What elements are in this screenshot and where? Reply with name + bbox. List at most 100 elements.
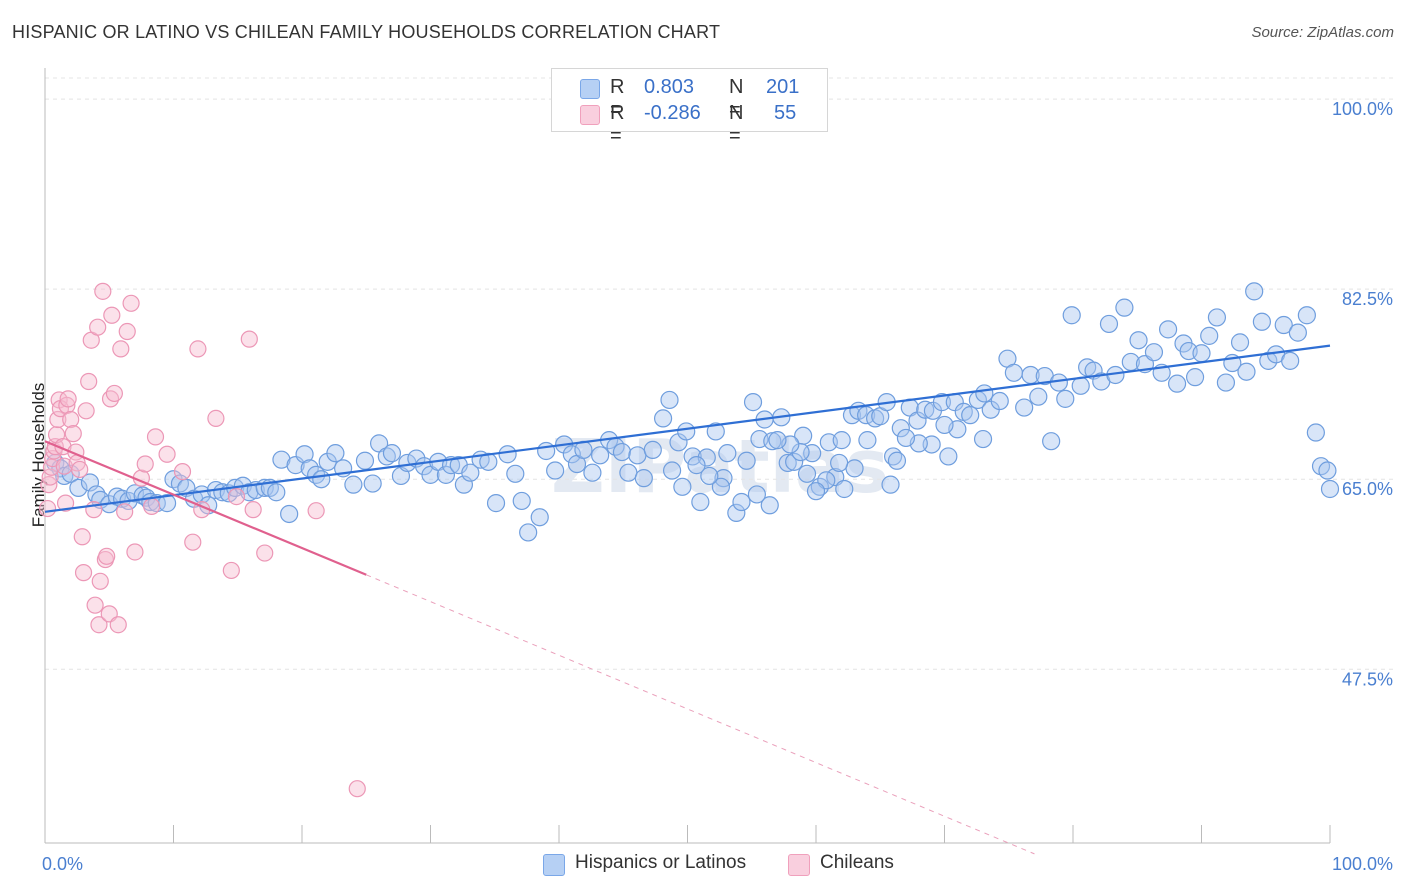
legend-swatch-blue — [580, 79, 600, 99]
legend-n-value: 55 — [774, 102, 797, 124]
data-point-chilean — [98, 547, 116, 565]
data-point-hispanic — [1004, 363, 1023, 382]
data-point-chilean — [58, 396, 76, 414]
data-point-hispanic — [743, 393, 763, 412]
data-point-hispanic — [760, 496, 779, 515]
data-point-chilean — [71, 460, 89, 479]
legend-r-value: -0.286 — [644, 102, 701, 124]
data-point-chilean — [112, 340, 130, 358]
data-point-hispanic — [727, 503, 746, 522]
data-point-hispanic — [1129, 331, 1148, 350]
trendline-hispanic — [44, 344, 1331, 513]
chart-title: HISPANIC OR LATINO VS CHILEAN FAMILY HOU… — [12, 22, 721, 42]
data-point-hispanic — [935, 415, 954, 435]
data-point-hispanic — [687, 456, 706, 475]
data-point-hispanic — [732, 492, 751, 512]
data-point-hispanic — [530, 508, 549, 527]
data-point-chilean — [94, 282, 112, 300]
legend-r-label: R = — [610, 102, 625, 147]
data-point-hispanic — [768, 431, 787, 450]
data-point-chilean — [184, 533, 202, 551]
data-point-chilean — [38, 499, 57, 518]
data-point-hispanic — [932, 393, 952, 412]
data-point-chilean — [56, 494, 75, 512]
legend-n-label: N = — [729, 102, 744, 147]
data-point-hispanic — [973, 429, 993, 449]
data-point-hispanic — [591, 446, 610, 465]
data-point-hispanic — [845, 459, 864, 478]
data-point-hispanic — [1252, 312, 1271, 331]
data-point-hispanic — [660, 390, 679, 410]
data-point-hispanic — [519, 523, 538, 542]
data-point-hispanic — [498, 445, 517, 464]
data-point-hispanic — [835, 479, 854, 499]
data-point-hispanic — [461, 463, 480, 482]
data-point-hispanic — [891, 419, 910, 438]
legend-label: Hispanics or Latinos — [575, 852, 747, 873]
data-point-hispanic — [537, 441, 556, 461]
data-point-hispanic — [612, 442, 632, 462]
data-point-hispanic — [628, 446, 647, 465]
data-point-chilean — [307, 502, 325, 520]
legend-swatch-pink — [580, 105, 600, 125]
data-point-hispanic — [832, 431, 851, 450]
data-point-chilean — [244, 501, 262, 519]
data-point-hispanic — [272, 450, 291, 469]
data-point-chilean — [118, 322, 136, 341]
data-point-hispanic — [922, 435, 941, 454]
data-point-hispanic — [881, 475, 900, 494]
data-point-hispanic — [1245, 282, 1264, 301]
data-point-hispanic — [1071, 376, 1090, 395]
data-point-hispanic — [1207, 308, 1227, 327]
data-point-chilean — [105, 384, 123, 403]
data-point-hispanic — [1230, 333, 1250, 352]
data-point-hispanic — [1274, 315, 1293, 335]
legend-swatch-pink — [788, 854, 810, 876]
data-point-chilean — [77, 402, 95, 420]
data-point-hispanic — [377, 447, 396, 466]
data-point-hispanic — [858, 431, 877, 450]
y-tick-label: 82.5% — [1342, 289, 1393, 309]
data-point-chilean — [74, 564, 93, 582]
y-tick-label: 100.0% — [1332, 99, 1393, 119]
data-point-hispanic — [1099, 314, 1119, 334]
data-point-hispanic — [634, 469, 653, 488]
y-tick-label: 65.0% — [1342, 479, 1393, 499]
data-point-hispanic — [1029, 387, 1048, 406]
data-point-hispanic — [1281, 351, 1300, 370]
data-point-chilean — [49, 410, 67, 429]
data-point-chilean — [143, 497, 161, 515]
series-legend: Hispanics or Latinos Chileans — [0, 852, 1406, 878]
data-point-hispanic — [896, 428, 916, 448]
data-point-hispanic — [785, 452, 804, 471]
data-point-hispanic — [990, 391, 1009, 411]
legend-r-label: R = — [610, 76, 625, 121]
data-point-hispanic — [512, 491, 531, 511]
data-point-hispanic — [1306, 423, 1325, 442]
data-point-chilean — [62, 410, 80, 429]
data-point-chilean — [64, 425, 82, 443]
data-point-hispanic — [1144, 343, 1164, 362]
data-point-hispanic — [326, 444, 345, 463]
data-point-chilean — [91, 572, 109, 590]
data-point-hispanic — [1167, 374, 1187, 393]
data-point-hispanic — [747, 485, 766, 504]
data-point-hispanic — [662, 461, 682, 480]
data-point-chilean — [86, 596, 104, 614]
data-point-hispanic — [677, 422, 696, 441]
data-point-hispanic — [1042, 432, 1061, 451]
data-point-chilean — [42, 458, 61, 476]
data-point-hispanic — [1237, 362, 1256, 381]
data-point-chilean — [146, 428, 165, 446]
data-point-hispanic — [1185, 368, 1205, 387]
data-point-hispanic — [312, 470, 331, 489]
data-point-chilean — [109, 616, 127, 634]
legend-n-value: 201 — [766, 76, 800, 98]
legend-n-label: N = — [729, 76, 744, 121]
data-point-hispanic — [791, 442, 810, 462]
legend-swatch-blue — [543, 854, 565, 876]
data-point-hispanic — [382, 444, 402, 463]
data-point-chilean — [227, 487, 246, 506]
data-point-hispanic — [1192, 344, 1211, 363]
